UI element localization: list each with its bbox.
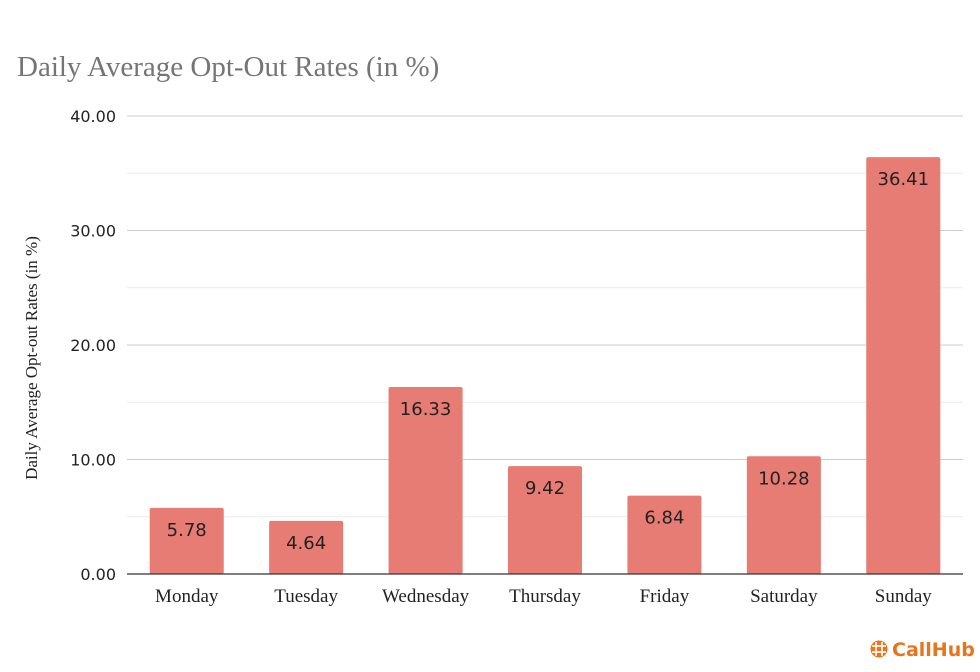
y-tick-label: 0.00 — [80, 565, 116, 584]
data-label-friday: 6.84 — [644, 508, 684, 529]
data-labels: 5.78 4.64 16.33 9.42 6.84 10.28 36.41 — [167, 169, 929, 554]
data-label-wednesday: 16.33 — [400, 399, 452, 420]
y-tick-label: 30.00 — [70, 222, 116, 241]
bar-wednesday — [388, 387, 463, 574]
x-tick-label-sunday: Sunday — [875, 586, 933, 607]
y-tick-label: 20.00 — [70, 336, 116, 355]
brand-logo: CallHub — [870, 639, 975, 661]
bar-monday — [149, 507, 224, 574]
x-tick-label-monday: Monday — [155, 586, 219, 607]
data-label-sunday: 36.41 — [878, 169, 930, 190]
x-tick-label-thursday: Thursday — [509, 586, 581, 607]
y-axis-ticks: 0.00 10.00 20.00 30.00 40.00 — [70, 107, 116, 584]
chart-title: Daily Average Opt-Out Rates (in %) — [17, 51, 439, 83]
callhub-logo-icon — [870, 640, 888, 658]
y-tick-label: 40.00 — [70, 107, 116, 126]
bars — [149, 157, 941, 574]
bar-sunday — [866, 157, 941, 574]
bar-saturday — [746, 456, 821, 574]
data-label-thursday: 9.42 — [525, 478, 565, 499]
y-axis-label: Daily Average Opt-out Rates (in %) — [22, 236, 41, 480]
x-tick-label-friday: Friday — [640, 586, 690, 607]
y-tick-label: 10.00 — [70, 451, 116, 470]
x-tick-label-saturday: Saturday — [750, 586, 818, 607]
category-labels: Monday Tuesday Wednesday Thursday Friday Satu… — [155, 586, 932, 607]
data-label-tuesday: 4.64 — [286, 533, 326, 554]
bar-tuesday — [269, 520, 344, 574]
brand-name: CallHub — [892, 639, 975, 661]
data-label-saturday: 10.28 — [758, 468, 810, 489]
bar-friday — [627, 495, 702, 574]
bar-thursday — [507, 466, 583, 574]
x-tick-label-tuesday: Tuesday — [274, 586, 338, 607]
grid-lines — [127, 115, 963, 518]
data-label-monday: 5.78 — [167, 520, 207, 541]
x-tick-label-wednesday: Wednesday — [382, 586, 470, 607]
